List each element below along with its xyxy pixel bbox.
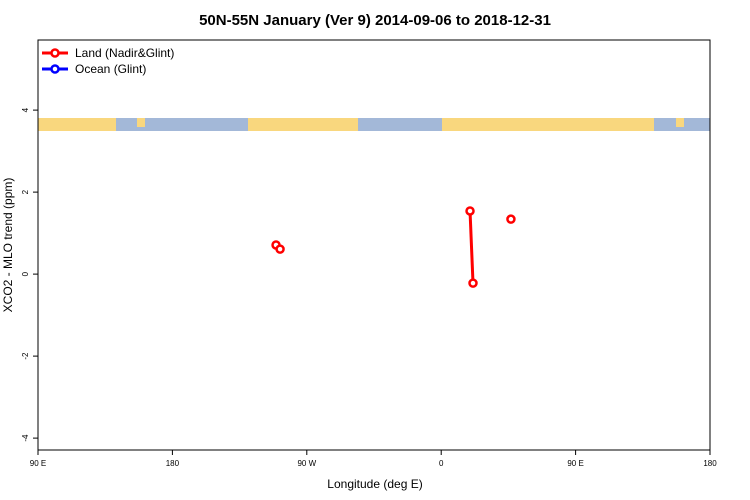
data-point [275,244,285,254]
land-band [248,118,358,131]
chart-title: 50N-55N January (Ver 9) 2014-09-06 to 20… [199,12,551,29]
plot-frame [37,39,711,451]
legend-marker [50,64,60,74]
legend-label: Land (Nadir&Glint) [75,46,174,60]
y-tick-label: 2 [21,189,30,194]
data-point [468,278,478,288]
y-axis-label: XCO2 - MLO trend (ppm) [1,178,15,313]
y-tick-label: 4 [21,107,30,112]
land-band [38,118,116,131]
x-tick-label: 90 E [567,459,583,468]
x-tick-label: 180 [166,459,180,468]
x-tick-label: 90 E [30,459,46,468]
y-tick-label: -2 [21,352,30,360]
land-ocean-strip [38,118,710,131]
land-band [442,118,654,131]
land-band [676,118,684,127]
x-tick-label: 90 W [297,459,316,468]
x-tick-label: 0 [439,459,444,468]
legend-label: Ocean (Glint) [75,62,146,76]
land-band [137,118,145,127]
data-point [465,206,475,216]
x-tick-label: 180 [703,459,717,468]
legend-marker [50,48,60,58]
y-tick-label: 0 [21,271,30,276]
data-point [506,214,516,224]
data-line [468,210,475,284]
y-tick-label: -4 [21,434,30,442]
x-axis-label: Longitude (deg E) [327,477,422,491]
